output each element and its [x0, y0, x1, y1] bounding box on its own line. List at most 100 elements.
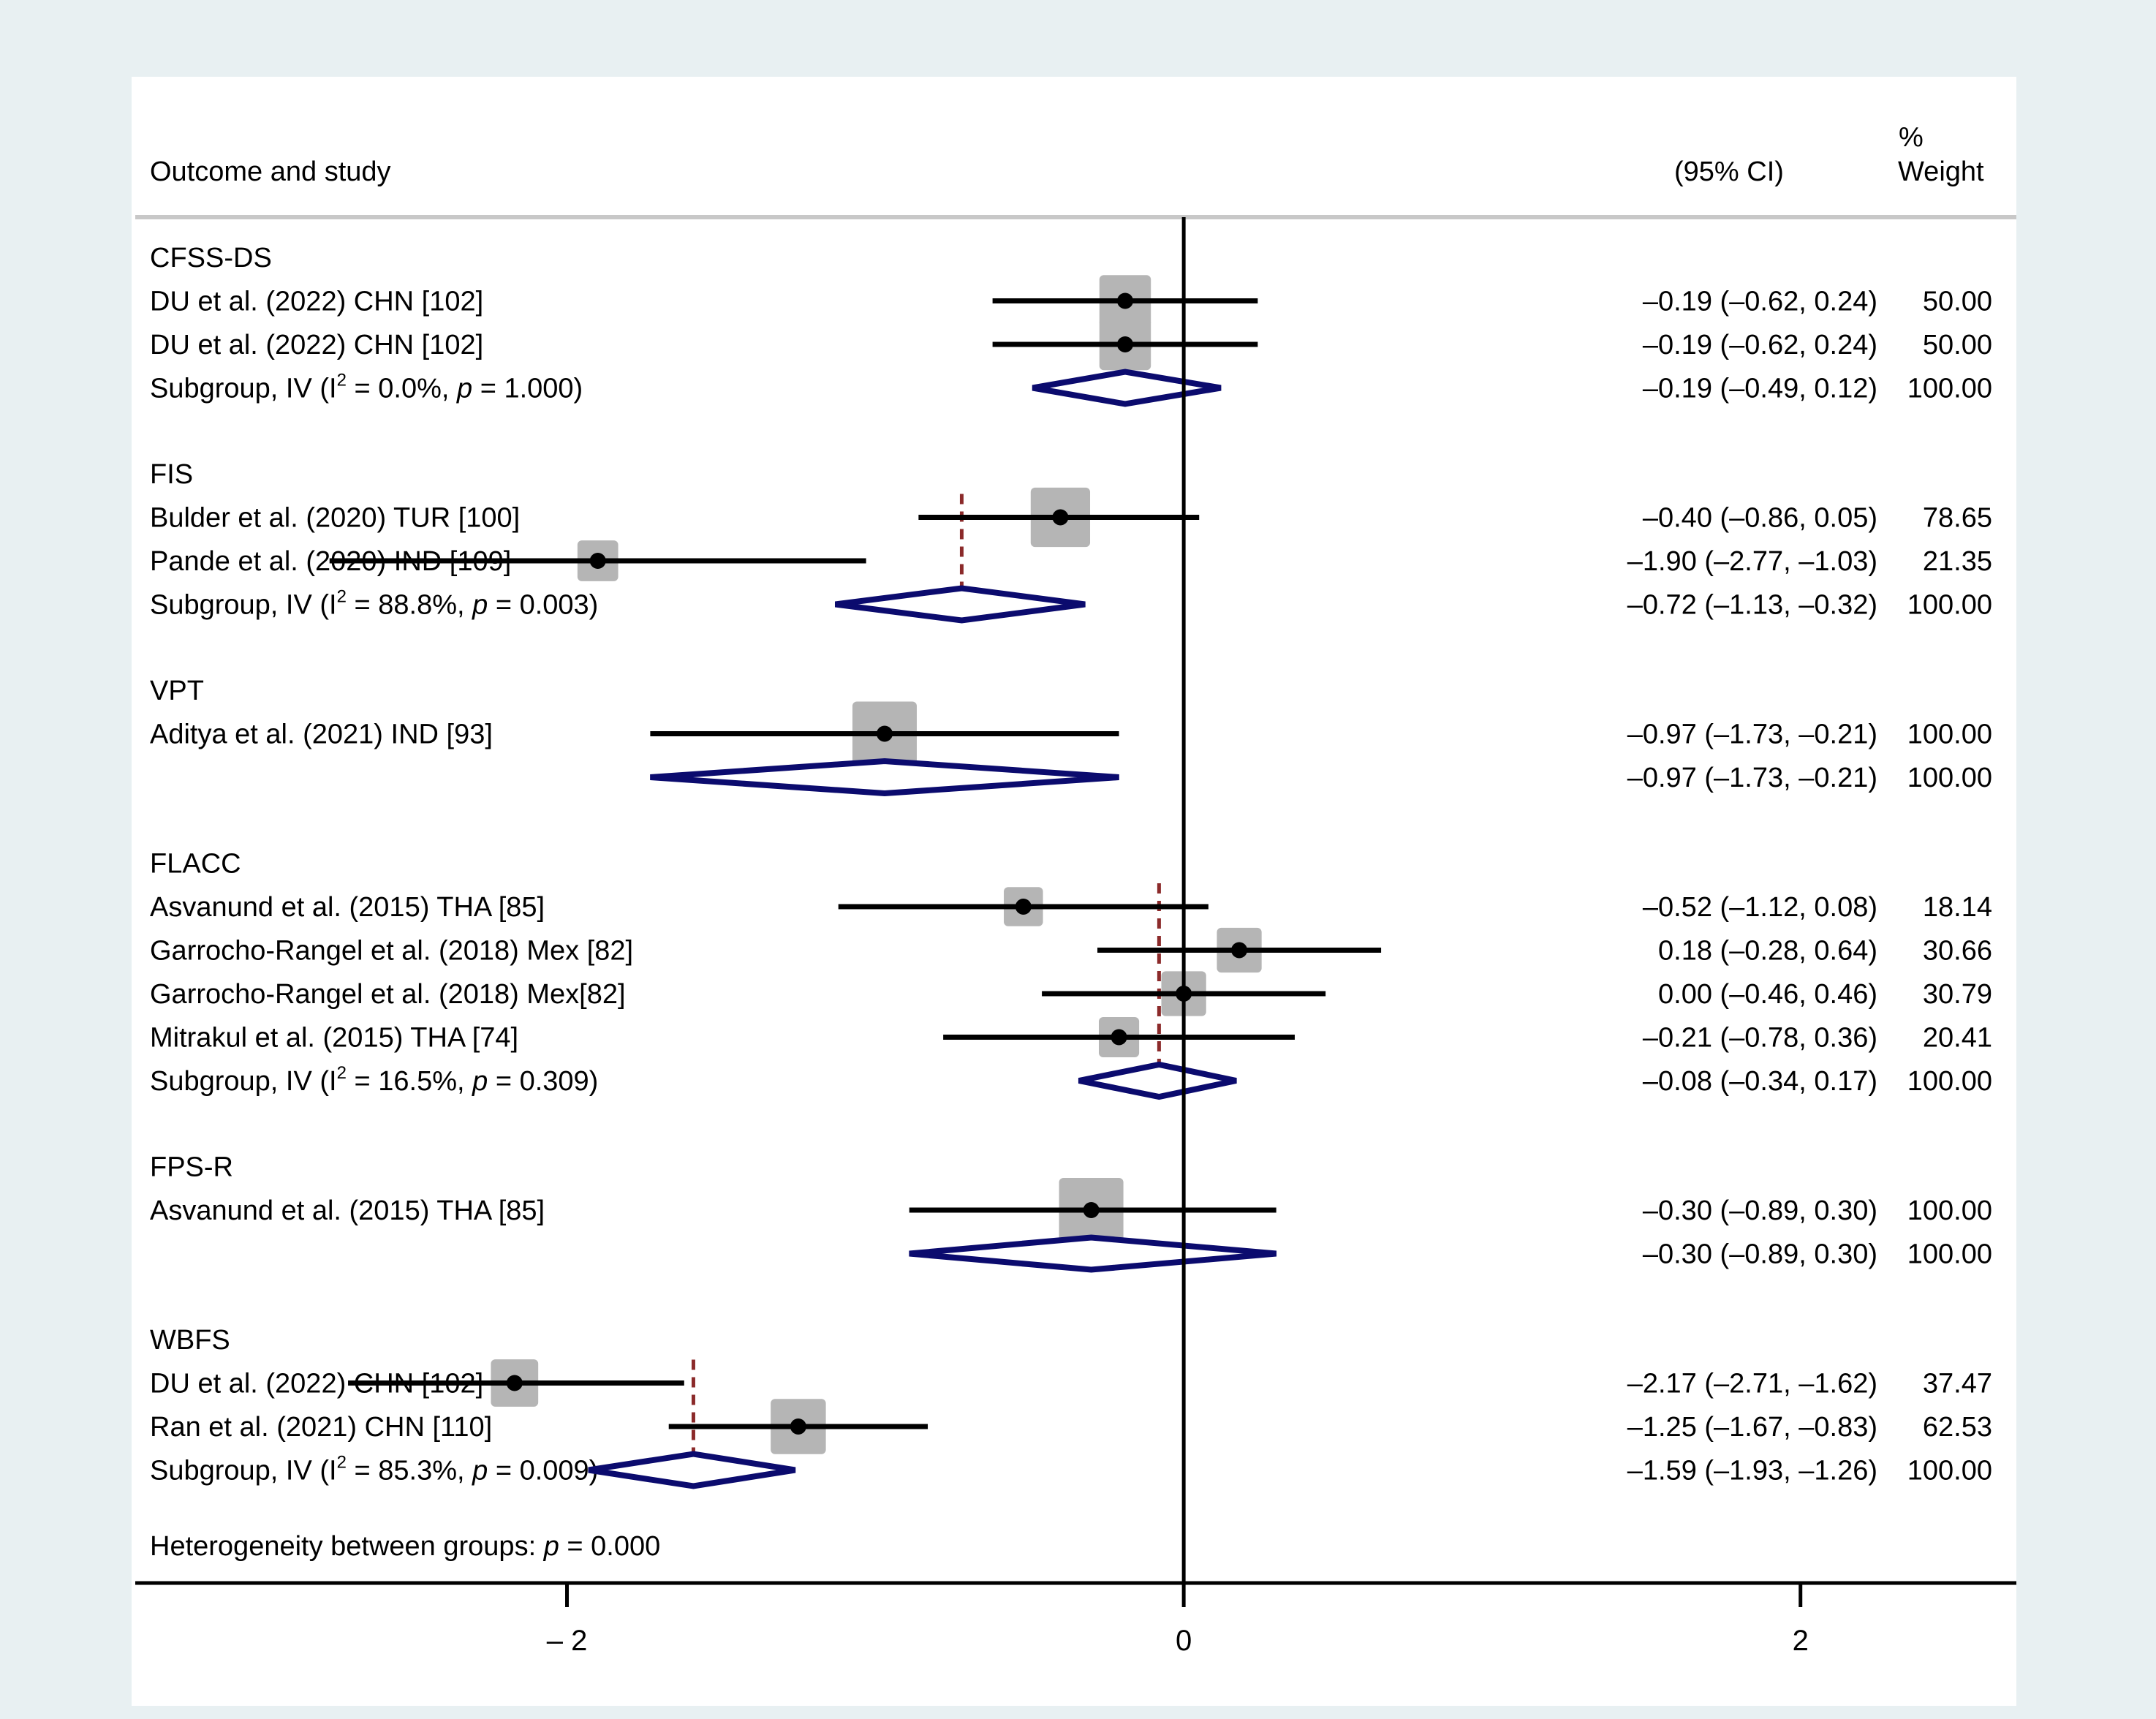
subgroup-label: Subgroup, IV (I2 = 88.8%, p = 0.003) [150, 587, 598, 621]
subgroup-diamond [1078, 1061, 1237, 1100]
ci-text: –0.52 (–1.12, 0.08) [1643, 892, 1877, 923]
subgroup-weight-text: 100.00 [1907, 590, 1992, 621]
point-estimate [876, 725, 893, 742]
study-label: Asvanund et al. (2015) THA [85] [150, 1195, 545, 1226]
study-label: Mitrakul et al. (2015) THA [74] [150, 1023, 518, 1054]
study-label: Garrocho-Rangel et al. (2018) Mex[82] [150, 979, 626, 1010]
subgroup-diamond [650, 758, 1119, 797]
subgroup-weight-text: 100.00 [1907, 763, 1992, 793]
subgroup-label-post: = 0.009) [488, 1456, 598, 1486]
weight-text: 30.66 [1923, 936, 1992, 967]
x-tick-label: 2 [1793, 1625, 1809, 1657]
i-squared-sup: 2 [337, 1063, 347, 1083]
header-ci: (95% CI) [1674, 156, 1784, 187]
point-estimate [1052, 509, 1069, 526]
subgroup-diamond [834, 585, 1086, 624]
i-squared-sup: 2 [337, 587, 347, 607]
subgroup-weight-text: 100.00 [1907, 1066, 1992, 1097]
point-estimate [1083, 1202, 1100, 1218]
point-estimate [1015, 899, 1032, 915]
weight-text: 21.35 [1923, 546, 1992, 577]
weight-text: 100.00 [1907, 719, 1992, 750]
ci-text: –0.19 (–0.62, 0.24) [1643, 287, 1877, 317]
subgroup-label-mid: = 85.3%, [347, 1456, 472, 1486]
subgroup-p: p [472, 1066, 488, 1097]
subgroup-label: Subgroup, IV (I2 = 85.3%, p = 0.009) [150, 1453, 598, 1486]
heterogeneity-p: p [543, 1531, 559, 1562]
group-title: FIS [150, 459, 193, 490]
subgroup-p: p [472, 1456, 488, 1486]
subgroup-ci-text: –1.59 (–1.93, –1.26) [1627, 1456, 1877, 1486]
subgroup-label-post: = 0.003) [488, 590, 598, 621]
subgroup-ci-text: –0.08 (–0.34, 0.17) [1643, 1066, 1877, 1097]
subgroup-diamond [1032, 369, 1222, 407]
ci-text: 0.18 (–0.28, 0.64) [1658, 936, 1877, 967]
subgroup-label: Subgroup, IV (I2 = 0.0%, p = 1.000) [150, 371, 583, 404]
subgroup-weight-text: 100.00 [1907, 1456, 1992, 1486]
study-label: DU et al. (2022) CHN [102] [150, 287, 483, 317]
study-label: DU et al. (2022) CHN [102] [150, 330, 483, 360]
weight-text: 100.00 [1907, 1195, 1992, 1226]
heterogeneity-value: = 0.000 [559, 1531, 660, 1562]
subgroup-p: p [456, 374, 472, 404]
weight-text: 37.47 [1923, 1369, 1992, 1399]
weight-text: 20.41 [1923, 1023, 1992, 1054]
x-tick-label: 0 [1176, 1625, 1192, 1657]
subgroup-weight-text: 100.00 [1907, 374, 1992, 404]
subgroup-ci-text: –0.72 (–1.13, –0.32) [1627, 590, 1877, 621]
point-estimate [1116, 292, 1133, 309]
subgroup-label-pre: Subgroup, IV (I [150, 1066, 337, 1097]
ci-text: –0.97 (–1.73, –0.21) [1627, 719, 1877, 750]
point-estimate [1111, 1029, 1127, 1046]
ci-text: –0.19 (–0.62, 0.24) [1643, 330, 1877, 360]
group-title: CFSS-DS [150, 243, 272, 273]
header-study: Outcome and study [150, 156, 391, 187]
subgroup-ci-text: –0.19 (–0.49, 0.12) [1643, 374, 1877, 404]
weight-text: 50.00 [1923, 330, 1992, 360]
weight-text: 50.00 [1923, 287, 1992, 317]
x-tick-label: – 2 [547, 1625, 588, 1657]
subgroup-label-mid: = 88.8%, [347, 590, 472, 621]
heterogeneity-label: Heterogeneity between groups: [150, 1531, 544, 1562]
weight-text: 62.53 [1923, 1412, 1992, 1443]
weight-text: 78.65 [1923, 503, 1992, 534]
subgroup-label-pre: Subgroup, IV (I [150, 590, 337, 621]
ci-text: –0.21 (–0.78, 0.36) [1643, 1023, 1877, 1054]
subgroup-label-mid: = 16.5%, [347, 1066, 472, 1097]
ci-text: 0.00 (–0.46, 0.46) [1658, 979, 1877, 1010]
subgroup-label-post: = 0.309) [488, 1066, 598, 1097]
rows-layer: CFSS-DS DU et al. (2022) CHN [102] –0.19 (… [150, 243, 1992, 1489]
subgroup-ci-text: –0.30 (–0.89, 0.30) [1643, 1239, 1877, 1270]
point-estimate [506, 1375, 523, 1391]
study-label: Asvanund et al. (2015) THA [85] [150, 892, 545, 923]
ci-text: –0.30 (–0.89, 0.30) [1643, 1195, 1877, 1226]
group-title: FPS-R [150, 1152, 233, 1183]
study-label: Bulder et al. (2020) TUR [100] [150, 503, 520, 534]
ci-text: –1.25 (–1.67, –0.83) [1627, 1412, 1877, 1443]
study-label: Ran et al. (2021) CHN [110] [150, 1412, 492, 1443]
subgroup-label-mid: = 0.0%, [347, 374, 457, 404]
subgroup-p: p [472, 590, 488, 621]
ci-text: –0.40 (–0.86, 0.05) [1643, 503, 1877, 534]
plot-frame [132, 77, 2016, 1706]
group-title: VPT [150, 676, 204, 706]
subgroup-weight-text: 100.00 [1907, 1239, 1992, 1270]
point-estimate [589, 553, 606, 569]
group-title: FLACC [150, 849, 241, 880]
subgroup-ci-text: –0.97 (–1.73, –0.21) [1627, 763, 1877, 793]
subgroup-label-pre: Subgroup, IV (I [150, 1456, 337, 1486]
study-label: Aditya et al. (2021) IND [93] [150, 719, 493, 750]
ci-text: –1.90 (–2.77, –1.03) [1627, 546, 1877, 577]
heterogeneity-text: Heterogeneity between groups: p = 0.000 [150, 1531, 660, 1562]
header-weight: Weight [1898, 156, 1984, 187]
subgroup-label-pre: Subgroup, IV (I [150, 374, 337, 404]
i-squared-sup: 2 [337, 1453, 347, 1473]
group-title: WBFS [150, 1325, 230, 1356]
point-estimate [790, 1418, 806, 1435]
point-estimate [1231, 942, 1248, 959]
x-ticks: – 2 0 2 [547, 1583, 1809, 1657]
header-weight-pct: % [1899, 122, 1924, 153]
ci-text: –2.17 (–2.71, –1.62) [1627, 1369, 1877, 1399]
study-label: Garrocho-Rangel et al. (2018) Mex [82] [150, 936, 633, 967]
